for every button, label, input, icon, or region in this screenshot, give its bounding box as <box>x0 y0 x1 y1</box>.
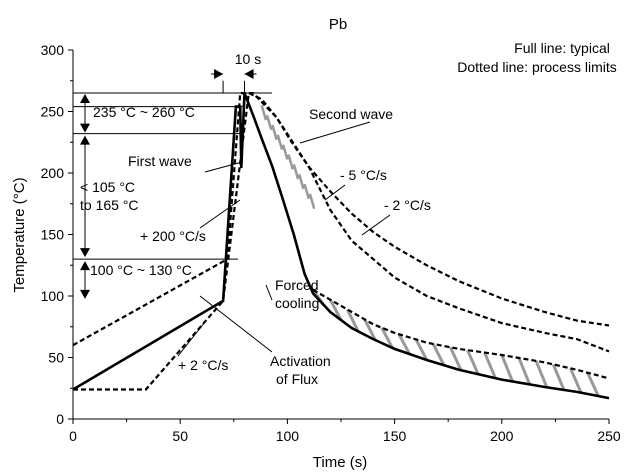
y-tick-label: 50 <box>48 350 64 366</box>
arrowhead <box>80 135 90 145</box>
arrowhead <box>80 248 90 258</box>
leader-forced <box>265 284 273 301</box>
hatch-mark <box>380 327 394 349</box>
axes: 0 50 100 150 200 250 0 50 100 150 200 250 300 <box>41 42 621 444</box>
annotation-ramp-200: + 200 °C/s <box>140 228 206 244</box>
arrowhead <box>80 123 90 133</box>
hatch-mark <box>586 372 600 397</box>
annotation-cool-2: - 2 °C/s <box>384 197 431 213</box>
leader-cool-2 <box>361 214 391 236</box>
leader-cool-5 <box>324 184 346 201</box>
annotation-preheat-range: 100 °C ~ 130 °C <box>90 262 192 278</box>
chart-title: Pb <box>329 16 347 33</box>
annotation-ramp-2: + 2 °C/s <box>178 357 228 373</box>
hatch-mark <box>292 164 300 180</box>
hatch-mark <box>551 363 566 391</box>
leader-ramp-200 <box>199 199 241 229</box>
y-tick-label: 0 <box>56 411 64 427</box>
leader-second-wave <box>299 121 371 144</box>
x-axis-title: Time (s) <box>313 454 367 471</box>
y-axis-title: Temperature (°C) <box>11 177 28 292</box>
hatch-mark <box>276 134 284 150</box>
hatch-mark <box>346 308 360 332</box>
limit-profile-line-2 <box>72 92 610 353</box>
hatch-mark <box>397 333 411 355</box>
hatch-mark <box>308 193 316 210</box>
hatch-mark <box>466 349 480 375</box>
hatch-mark <box>431 343 446 366</box>
y-tick-label: 150 <box>41 227 65 243</box>
legend-note-typical: Full line: typical <box>514 40 610 56</box>
arrowhead <box>80 94 90 104</box>
limit-profile-line-3 <box>312 288 610 380</box>
leader-activation <box>199 295 273 353</box>
hatch-mark <box>534 360 549 388</box>
annotation-delta-1: < 105 °C <box>80 179 135 195</box>
annotation-activation-2: of Flux <box>276 371 318 387</box>
arrowhead <box>244 69 254 79</box>
hatch-mark <box>328 298 343 321</box>
hatch-mark <box>500 354 514 383</box>
hatch-mark <box>287 154 294 170</box>
typical-profile-line <box>72 92 610 400</box>
annotations: 10 s 235 °C ~ 260 °C First wave < 105 °C… <box>73 51 431 387</box>
annotation-10s: 10 s <box>235 51 261 67</box>
hatch-mark <box>569 367 583 394</box>
annotation-activation-1: Activation <box>270 353 331 369</box>
x-tick-label: 200 <box>490 428 514 444</box>
annotation-forced-1: Forced <box>275 277 319 293</box>
hatch-mark <box>483 352 497 379</box>
annotation-second-wave: Second wave <box>309 106 393 122</box>
y-tick-label: 250 <box>41 104 65 120</box>
hatch-mark <box>260 105 268 121</box>
arrowhead <box>214 69 224 79</box>
plot-area <box>72 91 610 400</box>
arrowhead <box>80 289 90 299</box>
y-tick-label: 100 <box>41 288 65 304</box>
hatch-mark <box>303 183 311 200</box>
hatch-mark <box>517 357 532 386</box>
annotation-forced-2: cooling <box>275 295 319 311</box>
hatch-mark <box>265 114 273 131</box>
hatch-mark <box>281 144 289 160</box>
y-tick-label: 200 <box>41 165 65 181</box>
leader-first-wave <box>204 161 243 173</box>
x-tick-label: 150 <box>383 428 407 444</box>
hatch-mark <box>414 338 429 361</box>
limit-profile-line-1 <box>73 91 610 391</box>
legend-note-limits: Dotted line: process limits <box>457 59 617 75</box>
hatch-mark <box>448 346 463 371</box>
x-tick-label: 100 <box>276 428 300 444</box>
hatch-mark <box>297 173 305 190</box>
annotation-cool-5: - 5 °C/s <box>340 167 387 183</box>
x-tick-label: 250 <box>597 428 621 444</box>
x-tick-label: 50 <box>172 428 188 444</box>
x-tick-label: 0 <box>69 428 77 444</box>
annotation-delta-2: to 165 °C <box>80 197 139 213</box>
hatch-mark <box>271 124 278 141</box>
arrowhead <box>80 261 90 271</box>
annotation-peak-range: 235 °C ~ 260 °C <box>93 104 195 120</box>
y-tick-label: 300 <box>41 42 65 58</box>
leader-ramp-2 <box>177 321 206 357</box>
annotation-first-wave: First wave <box>128 153 192 169</box>
hatch-mark <box>363 318 377 341</box>
